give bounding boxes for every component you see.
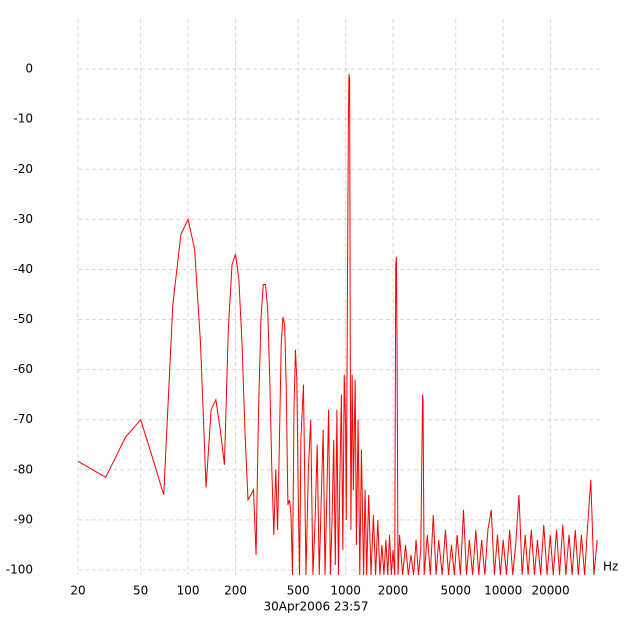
y-tick-label: -70 [13,412,33,426]
y-tick-label: -30 [13,212,33,226]
x-tick-label: 5000 [440,584,471,598]
x-tick-label: 50 [133,584,148,598]
x-tick-label: 500 [287,584,310,598]
x-tick-label: 200 [224,584,247,598]
x-axis-label: Hz [603,560,618,574]
caption: 30Apr2006 23:57 [264,600,369,614]
y-tick-label: -60 [13,362,33,376]
y-tick-label: -10 [13,112,33,126]
y-tick-label: -100 [6,562,33,576]
spectrum-line [77,74,598,576]
x-tick-label: 2000 [378,584,409,598]
y-tick-label: -90 [13,512,33,526]
x-tick-label: 100 [177,584,200,598]
y-tick-label: 0 [25,62,33,76]
x-tick-label: 10000 [484,584,522,598]
y-tick-label: -40 [13,262,33,276]
y-tick-label: -50 [13,312,33,326]
x-tick-label: 20000 [531,584,569,598]
x-tick-label: 1000 [330,584,361,598]
x-tick-label: 20 [70,584,85,598]
y-tick-label: -80 [13,462,33,476]
y-tick-label: -20 [13,162,33,176]
